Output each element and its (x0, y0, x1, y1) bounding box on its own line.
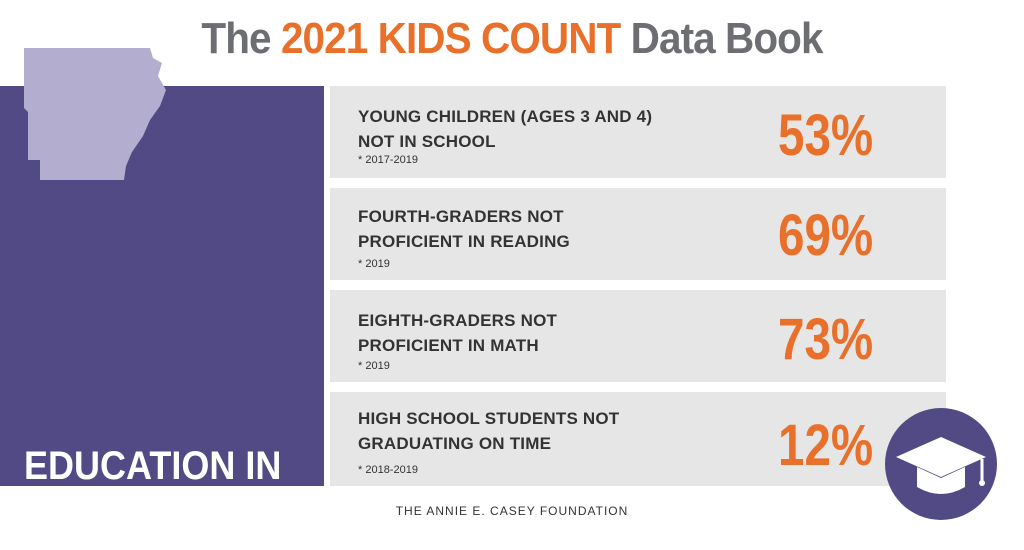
stat-value: 69% (778, 203, 874, 268)
stat-label: YOUNG CHILDREN (AGES 3 AND 4) NOT IN SCH… (358, 104, 652, 154)
title-highlight: 2021 KIDS COUNT (280, 14, 621, 63)
stat-row-high-school: HIGH SCHOOL STUDENTS NOT GRADUATING ON T… (330, 392, 946, 486)
stat-label: HIGH SCHOOL STUDENTS NOT GRADUATING ON T… (358, 406, 619, 456)
stat-label-line1: FOURTH-GRADERS NOT (358, 207, 564, 226)
stat-label-line2: PROFICIENT IN MATH (358, 336, 539, 355)
stat-note: * 2019 (358, 258, 390, 270)
stat-note: * 2018-2019 (358, 464, 418, 476)
stat-value: 12% (778, 413, 874, 478)
stat-note: * 2019 (358, 360, 390, 372)
stat-value: 73% (778, 307, 874, 372)
stat-row-eighth-graders: EIGHTH-GRADERS NOT PROFICIENT IN MATH * … (330, 290, 946, 382)
stat-label-line2: PROFICIENT IN READING (358, 232, 570, 251)
stat-note: * 2017-2019 (358, 154, 418, 166)
stat-label-line1: YOUNG CHILDREN (AGES 3 AND 4) (358, 107, 653, 126)
stat-label-line1: HIGH SCHOOL STUDENTS NOT (358, 409, 620, 428)
section-title-line2: ARKANSAS (24, 500, 229, 544)
page-title: The 2021 KIDS COUNT Data Book (41, 14, 983, 64)
graduation-cap-icon (885, 408, 997, 520)
stat-label: FOURTH-GRADERS NOT PROFICIENT IN READING (358, 204, 570, 254)
stat-label-line2: GRADUATING ON TIME (358, 434, 552, 453)
stat-label-line2: NOT IN SCHOOL (358, 132, 496, 151)
stat-row-fourth-graders: FOURTH-GRADERS NOT PROFICIENT IN READING… (330, 188, 946, 280)
stat-label: EIGHTH-GRADERS NOT PROFICIENT IN MATH (358, 308, 557, 358)
title-part2: Data Book (620, 14, 824, 63)
section-title-line1: EDUCATION IN (24, 444, 282, 488)
stat-label-line1: EIGHTH-GRADERS NOT (358, 311, 558, 330)
title-part1: The (201, 14, 281, 63)
stat-row-young-children: YOUNG CHILDREN (AGES 3 AND 4) NOT IN SCH… (330, 86, 946, 178)
footer-credit: THE ANNIE E. CASEY FOUNDATION (395, 504, 629, 518)
stat-value: 53% (778, 103, 874, 168)
arkansas-map-icon (24, 48, 166, 180)
section-title: EDUCATION IN ARKANSAS (24, 438, 310, 550)
